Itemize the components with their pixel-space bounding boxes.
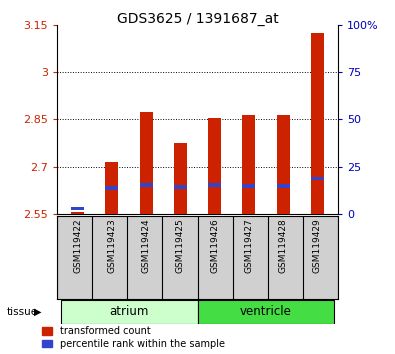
Text: GSM119422: GSM119422 bbox=[73, 218, 82, 273]
Bar bbox=[174, 185, 187, 189]
Text: ventricle: ventricle bbox=[240, 306, 292, 318]
Legend: transformed count, percentile rank within the sample: transformed count, percentile rank withi… bbox=[42, 326, 225, 349]
Text: GSM119429: GSM119429 bbox=[313, 218, 322, 273]
Text: tissue: tissue bbox=[7, 307, 38, 317]
Text: ▶: ▶ bbox=[34, 307, 41, 317]
Bar bbox=[242, 184, 255, 188]
Text: GSM119428: GSM119428 bbox=[278, 218, 288, 273]
Bar bbox=[276, 115, 290, 214]
Bar bbox=[140, 112, 153, 214]
Text: GSM119427: GSM119427 bbox=[244, 218, 253, 273]
Text: GSM119424: GSM119424 bbox=[142, 218, 151, 273]
Bar bbox=[174, 143, 187, 214]
Bar bbox=[105, 162, 118, 214]
Bar bbox=[105, 186, 118, 190]
Bar bbox=[71, 212, 84, 214]
Text: GSM119425: GSM119425 bbox=[176, 218, 185, 273]
Bar bbox=[311, 177, 324, 181]
Bar bbox=[198, 300, 334, 324]
Text: GDS3625 / 1391687_at: GDS3625 / 1391687_at bbox=[117, 12, 278, 27]
Text: atrium: atrium bbox=[109, 306, 149, 318]
Bar bbox=[311, 33, 324, 214]
Text: GSM119426: GSM119426 bbox=[210, 218, 219, 273]
Bar bbox=[208, 183, 221, 187]
Bar bbox=[276, 184, 290, 188]
Bar bbox=[61, 300, 198, 324]
Bar bbox=[208, 118, 221, 214]
Text: GSM119423: GSM119423 bbox=[107, 218, 117, 273]
Bar bbox=[140, 183, 153, 187]
Bar bbox=[71, 207, 84, 210]
Bar bbox=[242, 115, 255, 214]
